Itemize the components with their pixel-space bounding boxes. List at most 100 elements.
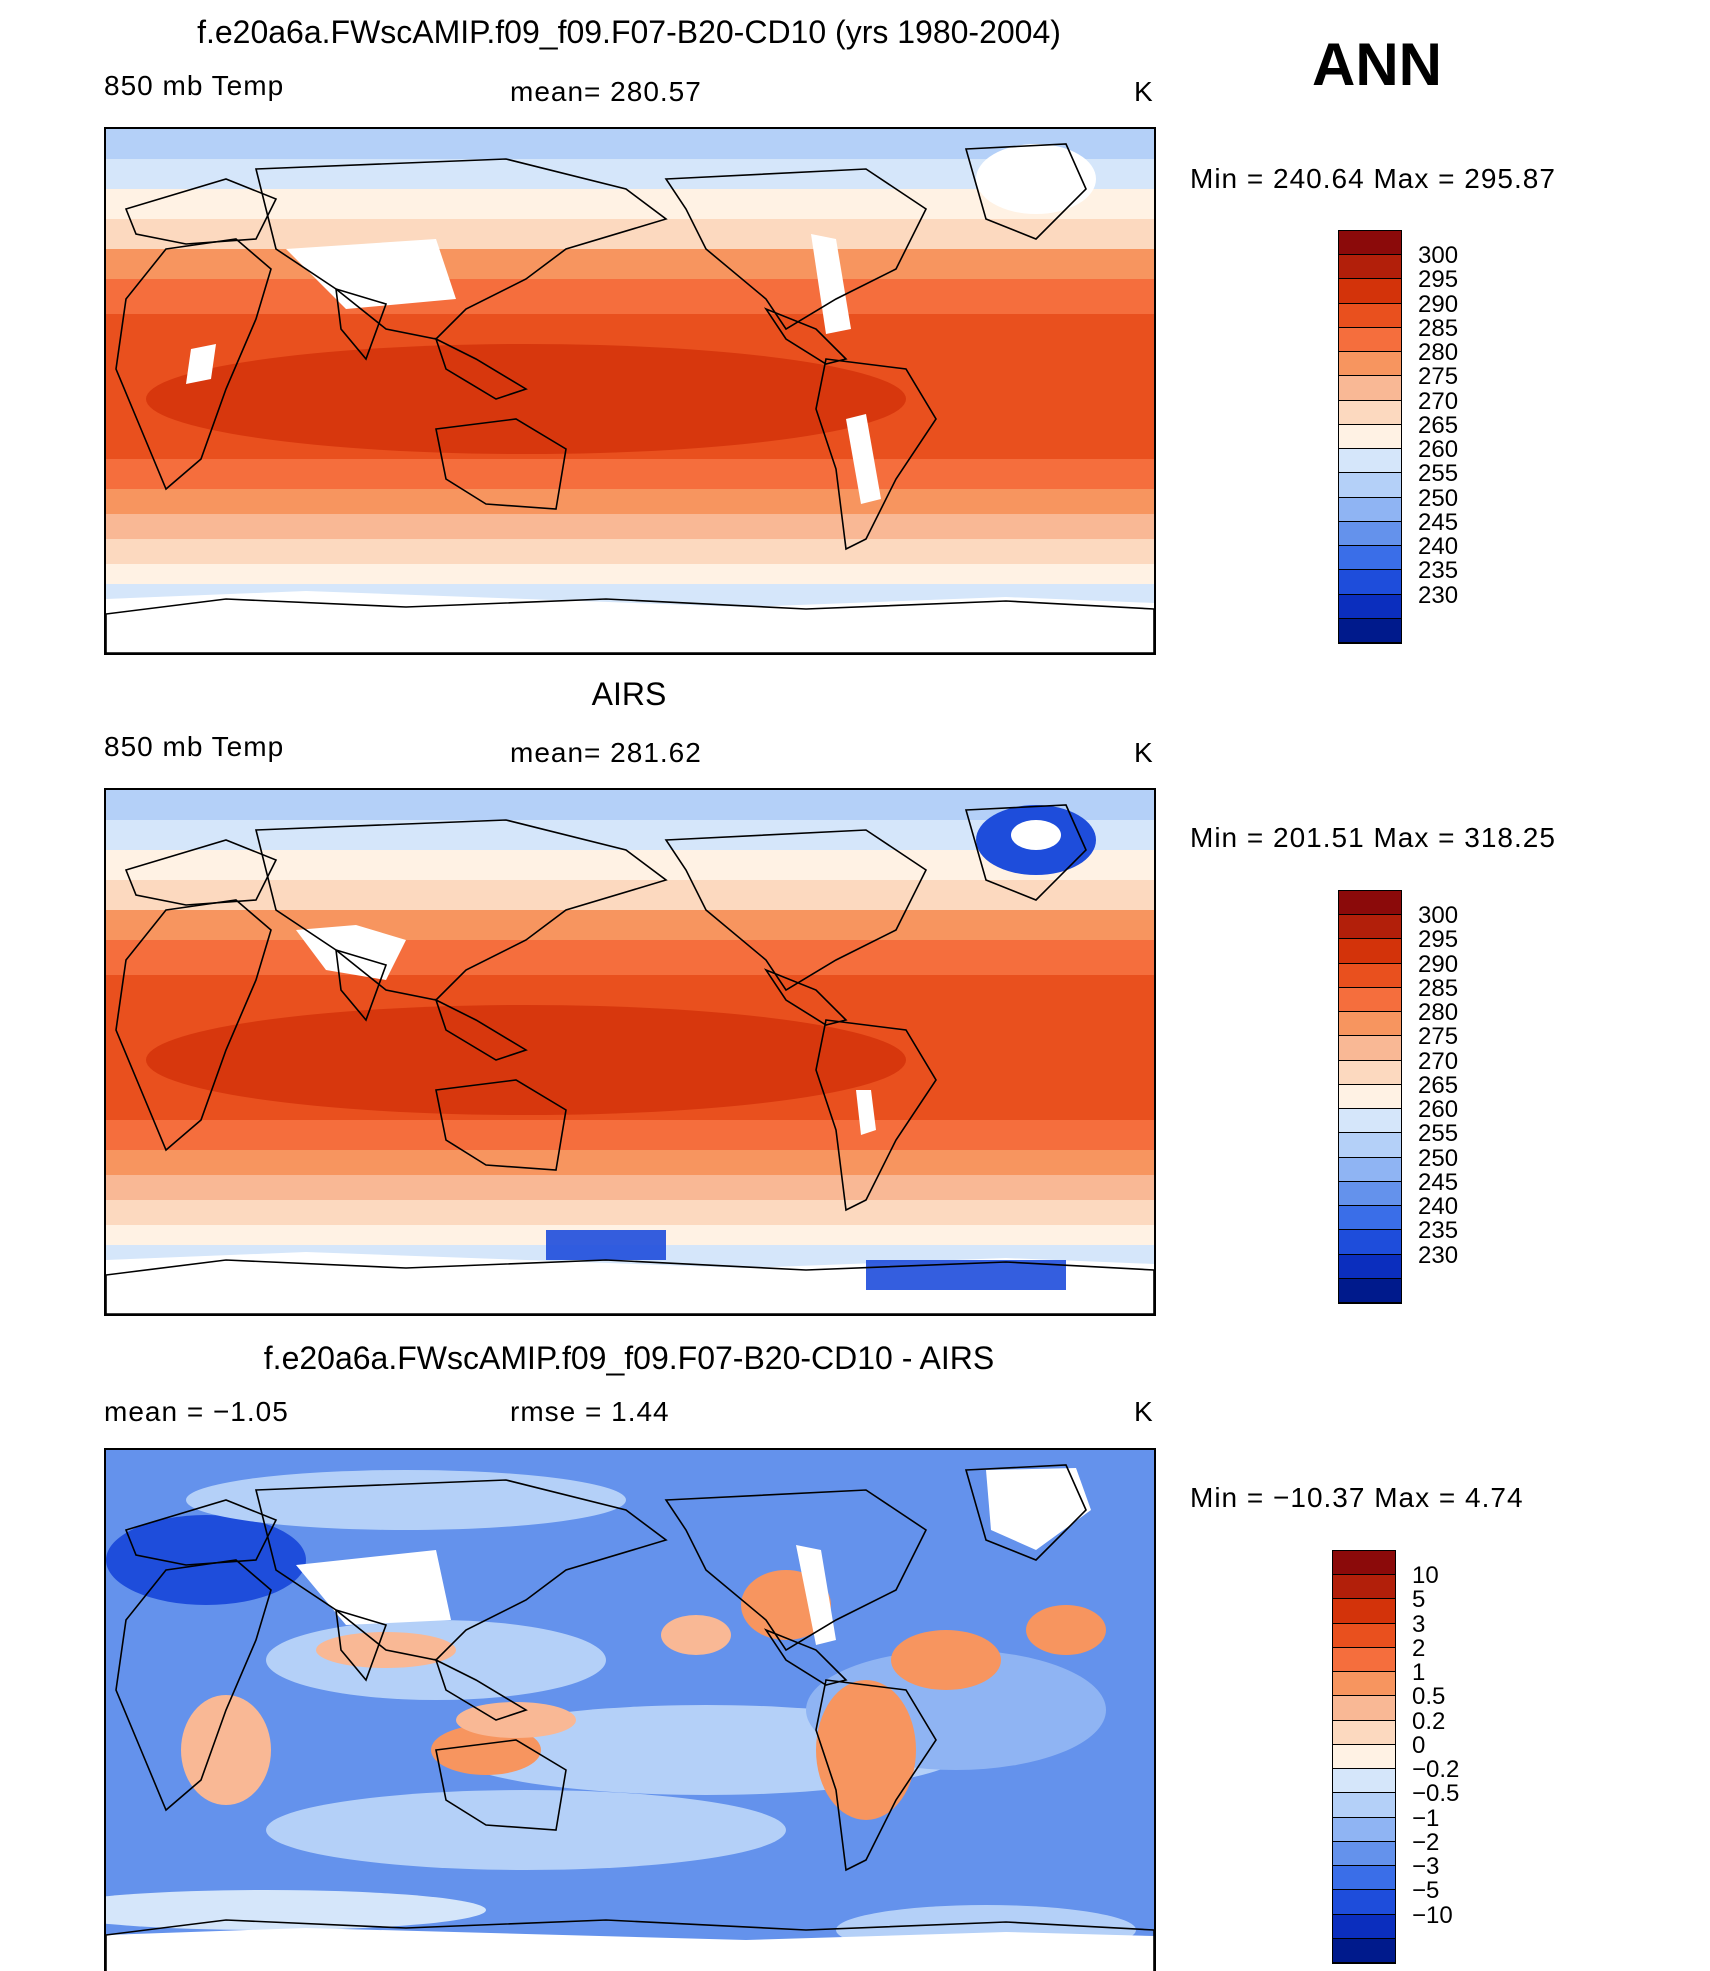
colorbar-swatch [1333,1623,1395,1648]
difference-anomaly [1026,1605,1106,1655]
colorbar-tick-label: 265 [1418,411,1459,439]
coastline [815,358,937,551]
colorbar-tick-label: 240 [1418,533,1459,561]
panel-2-colorbar [1338,890,1402,1304]
panel-2-map [104,788,1156,1316]
contour-band [106,1150,1154,1175]
coastline [106,1259,1154,1314]
colorbar-swatch [1339,497,1401,522]
colorbar-swatch [1339,352,1401,377]
colorbar-tick-label: 265 [1418,1071,1459,1099]
coastline [254,1479,668,1661]
coastline [254,819,668,1001]
colorbar-tick-label: 250 [1418,484,1459,512]
panel-2-title: AIRS [591,676,667,712]
colorbar-swatch [1333,1817,1395,1842]
colorbar-tick-label: −1 [1412,1804,1440,1832]
colorbar-tick-label: 250 [1418,1144,1459,1172]
colorbar-tick-label: 245 [1418,508,1459,536]
colorbar-swatch [1339,279,1401,304]
colorbar-tick-label: −5 [1412,1877,1440,1905]
warm-pool [146,344,906,454]
contour-band [106,514,1154,539]
panel-2-minmax: Min = 201.51 Max = 318.25 [1190,822,1556,853]
coastline [964,143,1087,240]
colorbar-swatch [1339,939,1401,964]
contour-band [106,1120,1154,1150]
contour-band [106,279,1154,314]
colorbar-swatch [1339,1230,1401,1255]
colorbar-tick-label: 230 [1418,581,1459,609]
colorbar-tick-label: 0.2 [1412,1707,1446,1735]
panel-1-colorbar [1338,230,1402,644]
coastline [115,238,272,491]
colorbar-tick-label: 300 [1418,902,1459,930]
colorbar-swatch [1339,1206,1401,1231]
coastline [763,307,848,365]
contour-band [106,790,1154,820]
colorbar-swatch [1339,255,1401,280]
panel-3-mean: mean = −1.05 [104,1396,289,1427]
panel-1-variable: 850 mb Temp [104,70,285,101]
colorbar-swatch [1339,1084,1401,1110]
contour-band [106,1175,1154,1200]
panel-3-title: f.e20a6a.FWscAMIP.f09_f09.F07-B20-CD10 -… [263,1340,995,1376]
colorbar-tick-label: −0.5 [1412,1780,1460,1808]
contour-band [106,880,1154,910]
difference-anomaly [661,1615,731,1655]
colorbar-swatch [1333,1938,1395,1963]
panel-2-units: K [1134,737,1154,768]
panel-1-minmax: Min = 240.64 Max = 295.87 [1190,163,1556,194]
colorbar-tick-label: 5 [1412,1586,1426,1614]
colorbar-swatch [1333,1793,1395,1818]
difference-anomaly [266,1790,786,1870]
coastline [124,839,278,906]
panel-1-title: f.e20a6a.FWscAMIP.f09_f09.F07-B20-CD10 (… [197,14,1061,50]
coastline [335,1608,388,1682]
colorbar-swatch [1333,1720,1395,1745]
coastline [435,1739,567,1831]
coastline [964,1464,1087,1561]
coastline [106,598,1154,653]
colorbar-tick-label: 230 [1418,1241,1459,1269]
coastline [435,418,567,510]
coastline [435,1079,567,1171]
colorbar-swatch [1339,987,1401,1013]
coastline [434,337,528,400]
colorbar-tick-label: 260 [1418,1096,1459,1124]
colorbar-tick-label: 260 [1418,436,1459,464]
colorbar-swatch [1333,1841,1395,1867]
colorbar-swatch [1339,1036,1401,1061]
contour-band [106,249,1154,279]
colorbar-swatch [1339,521,1401,547]
colorbar-swatch [1333,1672,1395,1697]
colorbar-swatch [1339,1060,1401,1085]
difference-anomaly [186,1470,626,1530]
colorbar-tick-label: 235 [1418,557,1459,585]
coastline [254,158,668,340]
coastline [434,998,528,1061]
contour-band [106,910,1154,940]
colorbar-tick-label: −2 [1412,1828,1440,1856]
colorbar-tick-label: 2 [1412,1634,1426,1662]
difference-anomaly [456,1702,576,1738]
panel-1-map [104,127,1156,655]
colorbar-swatch [1339,915,1401,940]
colorbar-tick-label: 240 [1418,1193,1459,1221]
colorbar-swatch [1339,1254,1401,1279]
colorbar-tick-label: 300 [1418,242,1459,270]
colorbar-swatch [1339,891,1401,916]
colorbar-tick-label: 270 [1418,1047,1459,1075]
colorbar-swatch [1339,1157,1401,1182]
colorbar-swatch [1339,424,1401,450]
colorbar-tick-label: 0.5 [1412,1683,1446,1711]
colorbar-swatch [1339,473,1401,498]
coastline [815,1019,937,1212]
colorbar-swatch [1333,1744,1395,1770]
colorbar-swatch [1339,546,1401,571]
colorbar-swatch [1339,449,1401,474]
map-field [106,1450,1154,1971]
panel-3-map [104,1448,1156,1971]
contour-band [106,940,1154,975]
colorbar-tick-label: 270 [1418,387,1459,415]
